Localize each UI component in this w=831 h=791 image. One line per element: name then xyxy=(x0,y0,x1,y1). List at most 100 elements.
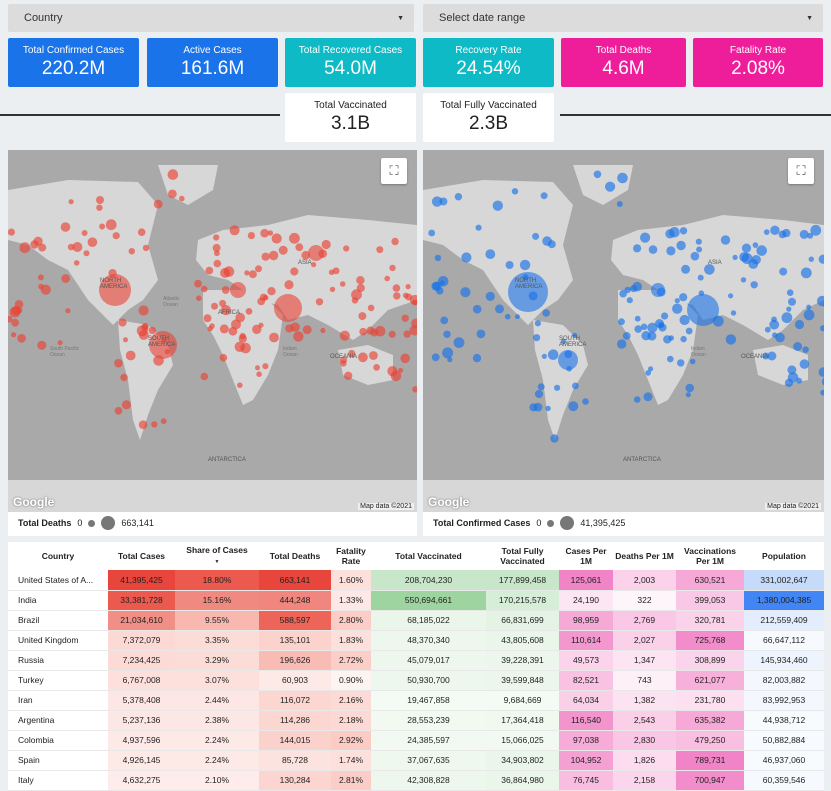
fullscreen-icon[interactable]: ⛶ xyxy=(788,158,814,184)
map-bubble[interactable] xyxy=(796,377,802,384)
map-bubble[interactable] xyxy=(81,230,88,236)
map-bubble[interactable] xyxy=(704,264,715,275)
map-bubble[interactable] xyxy=(123,337,128,343)
map-bubble[interactable] xyxy=(672,303,683,314)
map-bubble[interactable] xyxy=(616,201,623,207)
map-bubble[interactable] xyxy=(402,292,409,299)
map-bubble[interactable] xyxy=(440,316,449,325)
map-bubble[interactable] xyxy=(634,325,642,333)
map-bubble[interactable] xyxy=(431,196,443,207)
map-bubble[interactable] xyxy=(148,326,156,335)
map-bubble[interactable] xyxy=(541,353,547,359)
map-bubble[interactable] xyxy=(547,349,559,360)
map-bubble[interactable] xyxy=(534,389,544,399)
map-bubble[interactable] xyxy=(211,302,218,310)
map-bubble[interactable] xyxy=(492,200,503,211)
map-bubble[interactable] xyxy=(248,270,257,279)
map-bubble[interactable] xyxy=(19,242,31,254)
map-bubble[interactable] xyxy=(788,297,796,306)
map-bubble[interactable] xyxy=(676,240,686,251)
map-bubble[interactable] xyxy=(669,227,680,238)
map-bubble[interactable] xyxy=(348,349,356,358)
map-bubble[interactable] xyxy=(114,358,123,368)
map-bubble[interactable] xyxy=(201,285,208,293)
map-bubble[interactable] xyxy=(315,298,324,306)
map-bubble[interactable] xyxy=(284,280,294,290)
table-row[interactable]: Argentina 5,237,136 2.38% 114,286 2.18% 28,55… xyxy=(8,710,824,731)
map-bubble[interactable] xyxy=(267,287,276,296)
map-bubble[interactable] xyxy=(332,267,340,275)
map-bubble[interactable] xyxy=(373,364,380,371)
map-bubble[interactable] xyxy=(138,305,149,316)
map-bubble[interactable] xyxy=(269,332,279,343)
map-bubble[interactable] xyxy=(617,172,628,184)
map-bubble[interactable] xyxy=(138,420,148,430)
map-bubble[interactable] xyxy=(128,248,135,255)
map-bubble[interactable] xyxy=(11,332,17,338)
map-bubble[interactable] xyxy=(533,334,541,342)
map-bubble[interactable] xyxy=(320,327,326,334)
map-bubble[interactable] xyxy=(775,332,785,343)
map-bubble[interactable] xyxy=(434,254,442,262)
map-bubble[interactable] xyxy=(389,264,396,272)
map-bubble[interactable] xyxy=(545,405,551,412)
header-country[interactable]: Country xyxy=(41,551,75,561)
map-bubble-large[interactable] xyxy=(687,294,719,326)
map-bubble[interactable] xyxy=(203,314,212,323)
map-bubble[interactable] xyxy=(398,368,404,373)
map-bubble[interactable] xyxy=(793,342,803,351)
map-bubble[interactable] xyxy=(234,341,245,352)
map-bubble[interactable] xyxy=(8,315,13,323)
table-row[interactable]: Brazil 21,034,610 9.55% 588,597 2.80% 68,185,… xyxy=(8,610,824,631)
map-bubble[interactable] xyxy=(235,312,245,323)
map-bubble[interactable] xyxy=(679,314,690,326)
map-bubble[interactable] xyxy=(532,232,540,240)
map-bubble[interactable] xyxy=(369,351,378,360)
map-bubble[interactable] xyxy=(820,389,824,396)
map-bubble[interactable] xyxy=(685,327,693,335)
map-bubble[interactable] xyxy=(655,319,664,328)
map-bubble[interactable] xyxy=(572,332,578,339)
map-bubble[interactable] xyxy=(818,254,824,264)
map-bubble[interactable] xyxy=(648,366,654,372)
map-bubble[interactable] xyxy=(770,225,780,235)
map-bubble[interactable] xyxy=(221,286,230,294)
map-bubble[interactable] xyxy=(680,335,687,343)
map-bubble[interactable] xyxy=(779,267,788,276)
map-bubble[interactable] xyxy=(302,325,312,335)
table-row[interactable]: Turkey 6,767,008 3.07% 60,903 0.90% 50,930,70… xyxy=(8,670,824,691)
header-total-vaccinated[interactable]: Total Vaccinated xyxy=(395,551,462,561)
map-bubble[interactable] xyxy=(504,313,511,320)
map-bubble[interactable] xyxy=(460,287,471,298)
map-bubble[interactable] xyxy=(289,232,300,244)
map-bubble[interactable] xyxy=(262,363,269,370)
map-bubble[interactable] xyxy=(387,366,398,377)
map-bubble[interactable] xyxy=(689,358,696,365)
map-bubble[interactable] xyxy=(808,256,814,262)
map-bubble[interactable] xyxy=(96,204,103,211)
map-bubble[interactable] xyxy=(392,284,401,292)
map-bubble[interactable] xyxy=(412,386,417,393)
map-bubble[interactable] xyxy=(632,281,642,292)
map-bubble[interactable] xyxy=(351,289,362,301)
map-bubble[interactable] xyxy=(750,281,758,289)
map-bubble[interactable] xyxy=(255,265,262,273)
map-bubble[interactable] xyxy=(647,322,658,333)
map-bubble[interactable] xyxy=(403,330,411,338)
map-bubble[interactable] xyxy=(443,330,451,338)
map-bubble[interactable] xyxy=(11,305,21,316)
map-bubble[interactable] xyxy=(271,233,282,244)
map-bubble[interactable] xyxy=(739,252,750,262)
map-bubble[interactable] xyxy=(787,365,797,375)
map-bubble[interactable] xyxy=(37,274,44,281)
map-bubble[interactable] xyxy=(213,259,222,268)
map-bubble[interactable] xyxy=(311,262,317,268)
map-bubble[interactable] xyxy=(786,306,792,312)
map-bubble[interactable] xyxy=(295,243,304,252)
header-deaths-per-1m[interactable]: Deaths Per 1M xyxy=(615,551,674,561)
map-bubble[interactable] xyxy=(730,310,737,316)
map-bubble[interactable] xyxy=(38,243,47,252)
map-bubble[interactable] xyxy=(358,352,368,363)
map-bubble[interactable] xyxy=(485,291,495,301)
map-bubble[interactable] xyxy=(794,319,805,330)
